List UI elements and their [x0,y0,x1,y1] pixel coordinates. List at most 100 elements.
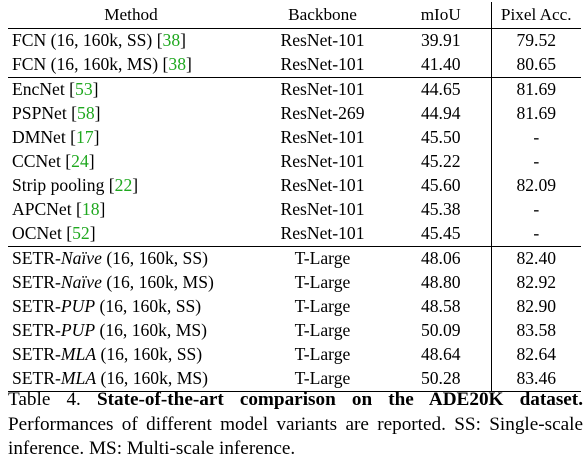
method-cell: APCNet [18] [12,199,106,220]
table-row: SETR-Naïve (16, 160k, MS) T-Large 48.80 82.… [8,271,581,295]
table-row: FCN (16, 160k, MS) [38] ResNet-101 41.40 80… [8,53,581,78]
caption-title: State-of-the-art comparison on the ADE20… [96,389,583,410]
method-name: FCN (16, 160k, SS) [12,30,157,51]
miou-cell: 50.09 [420,320,461,341]
table-row: SETR-MLA (16, 160k, SS) T-Large 48.64 82.64 [8,343,581,367]
miou-cell: 48.06 [420,248,461,269]
header-pixel-acc: Pixel Acc. [490,2,581,29]
citation-link[interactable]: 58 [77,103,95,124]
method-suffix: (16, 160k, SS) [101,248,208,269]
miou-cell: 44.94 [420,103,461,124]
table-row: SETR-MLA (16, 160k, MS) T-Large 50.28 83.46 [8,367,581,392]
method-variant: MLA [60,368,97,389]
miou-cell: 45.22 [420,151,461,172]
table-row: EncNet [53] ResNet-101 44.65 81.69 [8,77,581,102]
pixel-acc-cell: 82.40 [490,246,581,271]
miou-cell: 45.60 [420,175,461,196]
backbone-cell: ResNet-101 [280,175,365,196]
miou-cell: 45.38 [420,199,461,220]
method-variant: Naïve [60,272,102,293]
backbone-cell: ResNet-101 [254,222,391,247]
method-cell: DMNet [17] [12,127,100,148]
table-row: CCNet [24] ResNet-101 45.22 - [8,150,581,174]
table-row: Strip pooling [22] ResNet-101 45.60 82.09 [8,174,581,198]
pixel-acc-cell: 82.09 [490,174,581,198]
table-row: OCNet [52] ResNet-101 45.45- [8,222,581,247]
method-variant: Naïve [60,248,102,269]
table-body: FCN (16, 160k, SS) [38] ResNet-101 39.91 79… [8,28,581,392]
method-name: PSPNet [12,103,72,124]
miou-cell: 48.58 [420,296,461,317]
method-cell: Strip pooling [22] [12,175,139,196]
pixel-acc-cell: 83.46 [490,367,581,392]
method-cell: EncNet [53] [12,79,99,100]
pixel-acc-cell: 82.64 [490,343,581,367]
method-suffix: (16, 160k, SS) [96,344,203,365]
backbone-cell: ResNet-101 [280,151,365,172]
miou-cell: 50.28 [391,367,491,392]
backbone-cell: T-Large [294,248,351,269]
backbone-cell: T-Large [294,272,351,293]
backbone-cell: ResNet-269 [280,103,365,124]
method-prefix: SETR- [12,296,61,317]
miou-cell: 39.91 [420,30,461,51]
method-cell: SETR-MLA (16, 160k, SS) [8,343,254,367]
miou-cell: 41.40 [391,53,491,78]
method-name: APCNet [12,199,77,220]
citation-link[interactable]: 53 [75,79,93,100]
method-variant: PUP [60,296,96,317]
citation-link[interactable]: 24 [71,151,89,172]
pixel-acc-cell: 81.69 [490,102,581,126]
method-suffix: (16, 160k, MS) [101,272,214,293]
pixel-acc-cell: 81.69 [490,77,581,102]
method-variant: MLA [60,344,97,365]
method-name: OCNet [12,223,67,244]
method-suffix: (16, 160k, MS) [95,320,207,341]
backbone-cell: ResNet-101 [280,30,365,51]
header-backbone: Backbone [254,2,391,29]
method-cell: SETR-PUP (16, 160k, SS) [8,295,254,319]
method-name: DMNet [12,127,71,148]
table-row: APCNet [18] ResNet-101 45.38 - [8,198,581,222]
table-caption: Table 4. State-of-the-art comparison on … [8,388,583,462]
citation-link[interactable]: 52 [72,223,90,244]
method-suffix: (16, 160k, SS) [95,296,202,317]
method-suffix: (16, 160k, MS) [96,368,208,389]
backbone-cell: ResNet-101 [254,53,391,78]
method-name: FCN (16, 160k, MS) [12,54,163,75]
header-miou: mIoU [391,2,491,29]
method-cell: FCN (16, 160k, SS) [38] [12,30,186,51]
citation-link[interactable]: 18 [81,199,100,220]
method-cell: SETR-PUP (16, 160k, MS) [8,319,254,343]
table-row: PSPNet [58] ResNet-269 44.94 81.69 [8,102,581,126]
method-variant: PUP [60,320,96,341]
backbone-cell: T-Large [294,344,351,365]
method-name: CCNet [12,151,66,172]
method-prefix: SETR- [12,272,61,293]
method-prefix: SETR- [12,248,61,269]
method-cell: OCNet [52] [8,222,254,247]
pixel-acc-cell: 83.58 [490,319,581,343]
pixel-acc-cell: 79.52 [490,28,581,53]
pixel-acc-cell: 82.92 [490,271,581,295]
table-row: SETR-Naïve (16, 160k, SS) T-Large 48.06 82.… [8,246,581,271]
miou-cell: 45.45 [391,222,491,247]
method-name: Strip pooling [12,175,109,196]
results-table: Method Backbone mIoU Pixel Acc. FCN (16,… [8,2,581,392]
method-cell: SETR-MLA (16, 160k, MS) [8,367,254,392]
miou-cell: 48.64 [420,344,461,365]
method-prefix: SETR- [12,320,61,341]
method-name: EncNet [12,79,70,100]
citation-link[interactable]: 22 [114,175,133,196]
miou-cell: 45.50 [420,127,461,148]
table-row: SETR-PUP (16, 160k, MS) T-Large 50.09 83.58 [8,319,581,343]
method-prefix: SETR- [12,344,61,365]
backbone-cell: ResNet-101 [280,79,365,100]
pixel-acc-cell: 80.65 [490,53,581,78]
header-method: Method [8,2,254,29]
table-header-row: Method Backbone mIoU Pixel Acc. [8,2,581,29]
citation-link[interactable]: 38 [168,54,186,75]
citation-link[interactable]: 17 [76,127,94,148]
pixel-acc-cell: 82.90 [490,295,581,319]
citation-link[interactable]: 38 [162,30,181,51]
